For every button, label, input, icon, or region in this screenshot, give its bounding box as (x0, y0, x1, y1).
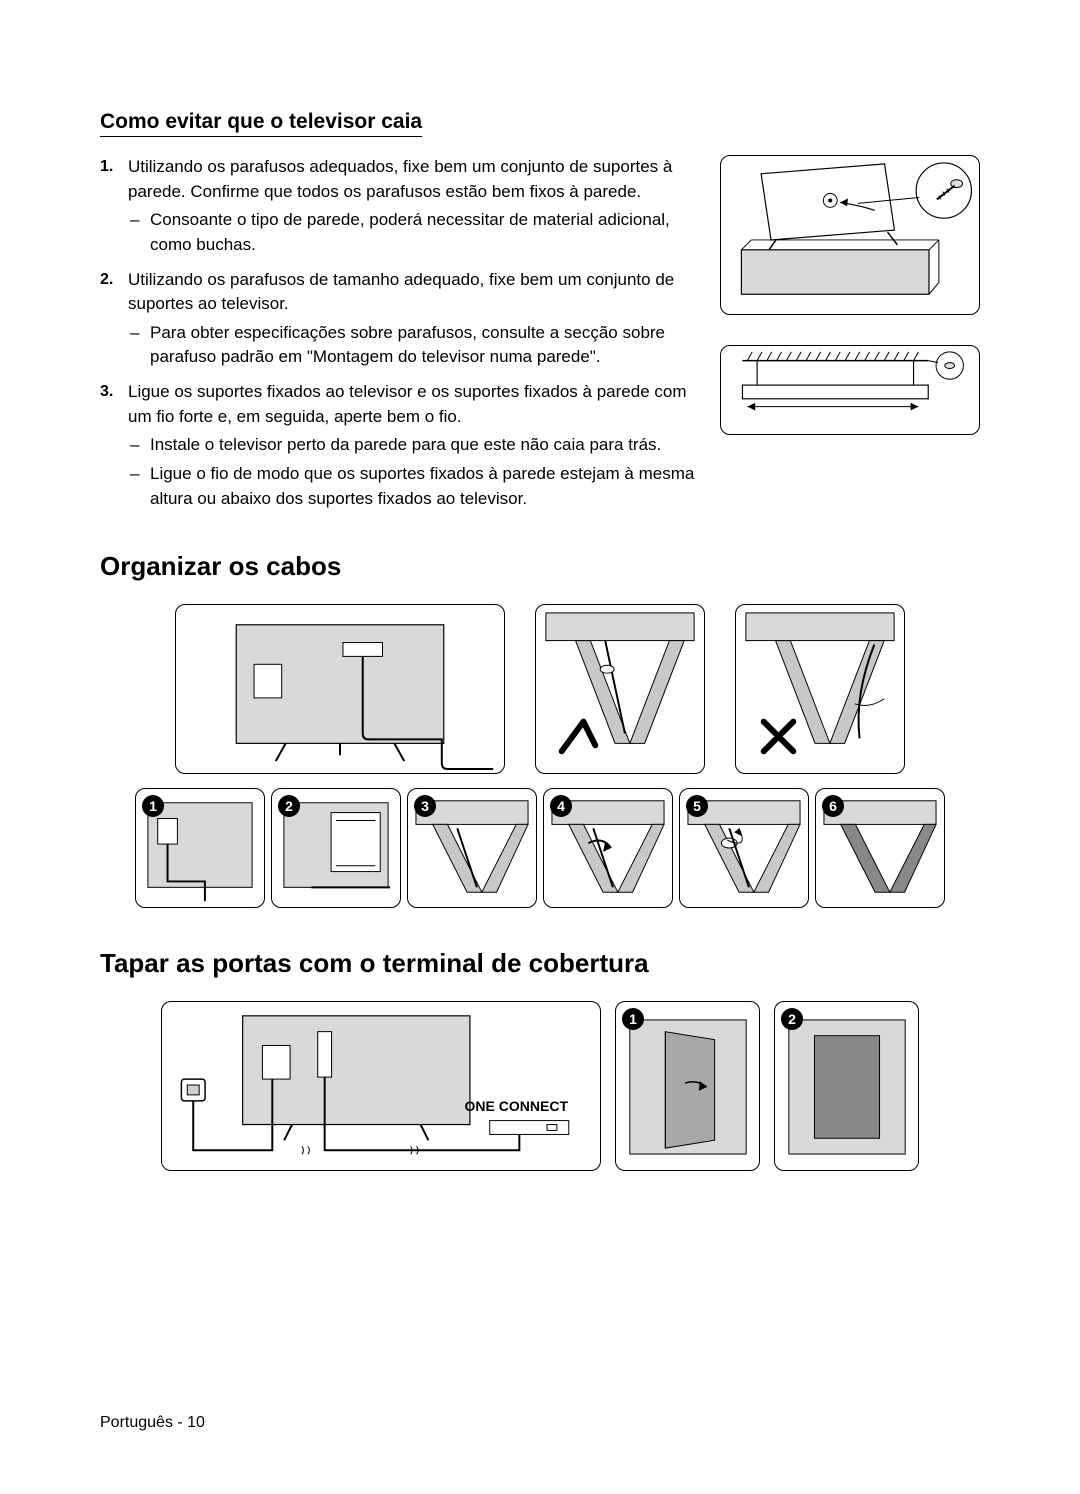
step-subitem: Para obter especificações sobre parafuso… (150, 321, 700, 370)
figure-wall-tether (720, 345, 980, 435)
cable-step-2: 2 (271, 788, 401, 908)
step-item: 1.Utilizando os parafusos adequados, fix… (128, 155, 700, 258)
step-subitem: Consoante o tipo de parede, poderá neces… (150, 208, 700, 257)
figure-leg-correct (535, 604, 705, 774)
one-connect-label: ONE CONNECT (465, 1098, 568, 1114)
footer-language: Português (100, 1414, 173, 1431)
cable-step-6: 6 (815, 788, 945, 908)
cable-step-3: 3 (407, 788, 537, 908)
step-number: 2. (100, 268, 113, 291)
footer-page-number: 10 (187, 1414, 205, 1431)
step-number: 1. (100, 155, 113, 178)
cable-diagram-row1 (100, 604, 980, 774)
side-figures (720, 155, 980, 521)
page-footer: Português - 10 (100, 1414, 205, 1432)
cable-step-4: 4 (543, 788, 673, 908)
heading-cover-ports: Tapar as portas com o terminal de cobert… (100, 948, 980, 979)
figure-leg-wrong (735, 604, 905, 774)
cable-step-5: 5 (679, 788, 809, 908)
cover-step-1: 1 (615, 1001, 760, 1171)
subheading-prevent-fall: Como evitar que o televisor caia (100, 110, 422, 137)
step-sublist: Para obter especificações sobre parafuso… (128, 321, 700, 370)
step-text: Utilizando os parafusos adequados, fixe … (128, 157, 672, 201)
figure-tv-back-cable (175, 604, 505, 774)
step-subitem: Instale o televisor perto da parede para… (150, 433, 700, 458)
cable-diagram-row2: 1 2 3 4 (100, 788, 980, 908)
heading-organize-cables: Organizar os cabos (100, 551, 980, 582)
cover-diagram-row: ONE CONNECT 1 2 (100, 1001, 980, 1171)
step-item: 3.Ligue os suportes fixados ao televisor… (128, 380, 700, 511)
step-text: Ligue os suportes fixados ao televisor e… (128, 382, 687, 426)
step-item: 2.Utilizando os parafusos de tamanho ade… (128, 268, 700, 371)
step-number: 3. (100, 380, 113, 403)
numbered-steps: 1. Utilizando os parafusos adequados, fix… (100, 155, 700, 511)
step-subitem: Ligue o fio de modo que os suportes fixa… (150, 462, 700, 511)
figure-one-connect: ONE CONNECT (161, 1001, 601, 1171)
instructions-row: 1. Utilizando os parafusos adequados, fix… (100, 155, 980, 521)
cable-step-1: 1 (135, 788, 265, 908)
figure-tv-screw (720, 155, 980, 315)
step-sublist: Instale o televisor perto da parede para… (128, 433, 700, 511)
step-text: Utilizando os parafusos de tamanho adequ… (128, 270, 674, 314)
instructions-text: 1. Utilizando os parafusos adequados, fix… (100, 155, 700, 521)
step-sublist: Consoante o tipo de parede, poderá neces… (128, 208, 700, 257)
cover-step-2: 2 (774, 1001, 919, 1171)
